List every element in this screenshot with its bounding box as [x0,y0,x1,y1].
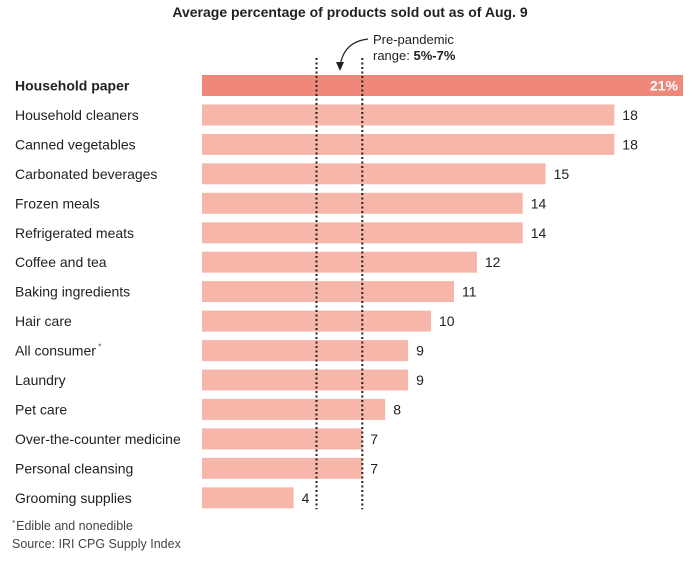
category-label: Refrigerated meats [15,225,134,241]
category-label: Laundry [15,372,66,388]
bar [202,369,409,391]
bar [202,133,615,155]
bar [202,310,431,332]
chart-title: Average percentage of products sold out … [172,4,527,20]
category-label: Hair care [15,313,72,329]
range-pointer-arrow [339,38,369,68]
range-annotation-line2: range: 5%-7% [373,48,456,63]
value-label: 7 [370,431,378,447]
category-label: Pet care [15,401,67,417]
value-label: 14 [531,225,547,241]
footnote: *Edible and nonedible [12,519,133,533]
value-label: 15 [554,166,570,182]
range-annotation-line1: Pre-pandemic [373,32,454,47]
category-label: Grooming supplies [15,490,132,506]
category-label: Household cleaners [15,107,139,123]
value-label: 9 [416,343,424,359]
bar [202,222,523,244]
bar [202,75,683,96]
value-label: 18 [622,136,638,152]
range-annotation-value: 5%-7% [413,48,455,63]
bar [202,251,477,273]
value-label: 8 [393,401,401,417]
category-label: Coffee and tea [15,254,107,270]
category-label: All consumer [15,343,96,359]
value-label: 11 [462,284,477,300]
value-label: 18 [622,107,638,123]
category-label: Canned vegetables [15,136,136,152]
bar [202,163,546,185]
value-label: 4 [302,490,310,506]
value-label: 14 [531,195,547,211]
source-note: Source: IRI CPG Supply Index [12,537,181,551]
category-label: Personal cleansing [15,460,133,476]
value-label: 21% [650,78,679,94]
bar [202,281,454,303]
category-label: Household paper [15,78,130,94]
bar [202,398,386,420]
category-label: Carbonated beverages [15,166,157,182]
value-label: 12 [485,254,501,270]
value-label: 7 [370,460,378,476]
category-label: Frozen meals [15,195,100,211]
value-label: 10 [439,313,455,329]
bar [202,487,294,509]
footnote-marker: * [12,519,16,528]
footnote-text: Edible and nonedible [16,519,133,533]
range-annotation-prefix: range: [373,48,413,63]
bar [202,104,615,126]
bar [202,340,409,362]
category-footnote-marker: * [98,343,101,352]
category-label: Over-the-counter medicine [15,431,181,447]
category-label: Baking ingredients [15,284,130,300]
bar [202,457,363,479]
range-pointer-arrowhead [336,62,344,71]
value-label: 9 [416,372,424,388]
bar [202,428,363,450]
